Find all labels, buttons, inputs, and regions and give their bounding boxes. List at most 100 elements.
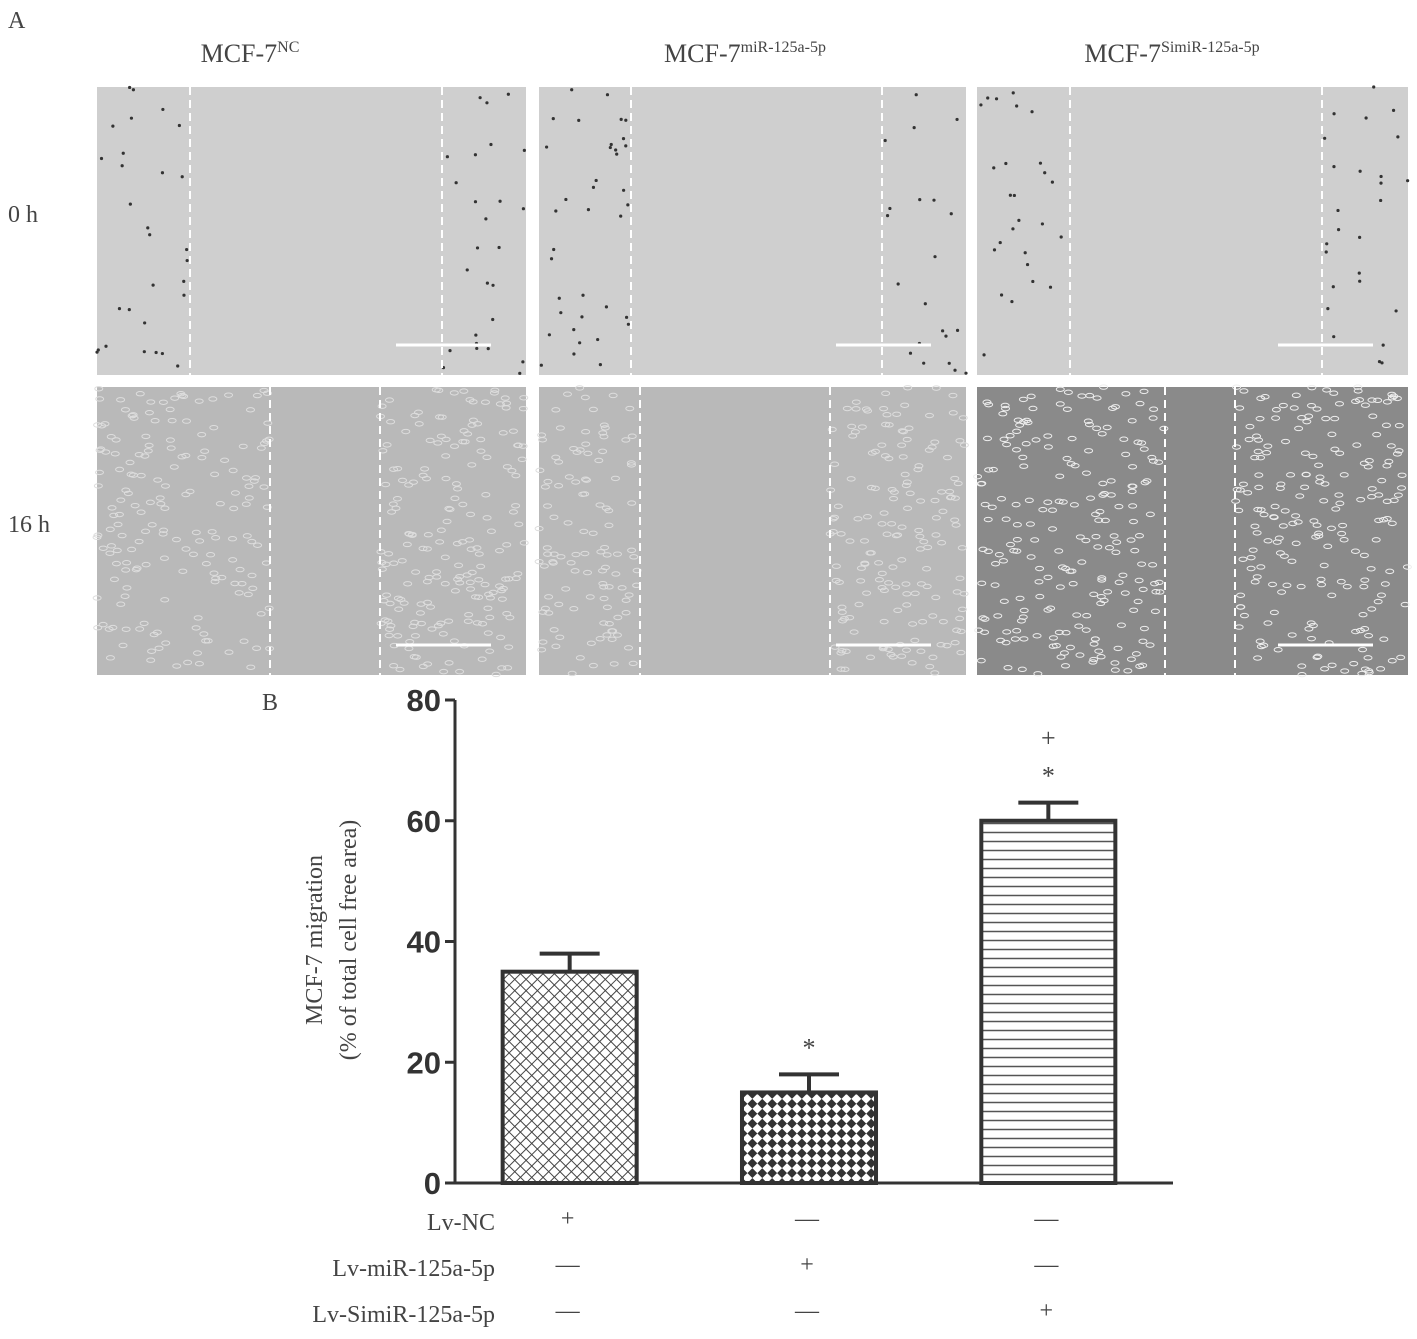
cell bbox=[1278, 523, 1288, 529]
cell bbox=[924, 412, 934, 419]
cell bbox=[259, 387, 269, 394]
cell bbox=[494, 547, 504, 554]
cell bbox=[569, 606, 579, 612]
cell bbox=[1312, 654, 1322, 661]
cell bbox=[1394, 422, 1404, 429]
cell bbox=[973, 473, 983, 480]
cell bbox=[156, 501, 166, 507]
cell bbox=[1352, 442, 1362, 448]
cell bbox=[253, 542, 263, 548]
cell bbox=[1248, 547, 1258, 553]
cell bbox=[1358, 169, 1362, 173]
cell bbox=[1057, 564, 1067, 570]
cell bbox=[1055, 386, 1065, 392]
cell bbox=[224, 649, 234, 655]
cell bbox=[1288, 520, 1298, 527]
cell bbox=[474, 594, 484, 600]
cell bbox=[497, 596, 507, 602]
cell bbox=[982, 399, 992, 405]
cell bbox=[1135, 400, 1145, 407]
cell bbox=[596, 337, 600, 342]
cell bbox=[517, 456, 527, 463]
cell bbox=[1015, 422, 1025, 428]
cell bbox=[1048, 507, 1058, 513]
cell bbox=[1033, 671, 1043, 677]
cell bbox=[136, 509, 146, 515]
cell bbox=[538, 639, 548, 645]
cell bbox=[916, 498, 926, 504]
cell bbox=[877, 442, 887, 448]
treatment-mark: + bbox=[1040, 1298, 1054, 1324]
cell bbox=[1377, 360, 1382, 364]
cell bbox=[543, 551, 553, 557]
cell bbox=[1104, 545, 1114, 551]
cell bbox=[1291, 392, 1301, 399]
cell bbox=[1360, 402, 1370, 408]
cell bbox=[586, 208, 591, 212]
cell bbox=[246, 664, 256, 670]
cell bbox=[1092, 425, 1102, 432]
cell bbox=[1018, 396, 1028, 403]
cell bbox=[549, 514, 559, 520]
cell bbox=[1392, 451, 1402, 457]
cell bbox=[980, 616, 990, 622]
cell bbox=[1256, 454, 1266, 461]
cell bbox=[535, 467, 545, 474]
cell bbox=[1043, 433, 1053, 439]
cell bbox=[436, 433, 446, 440]
cell bbox=[436, 527, 446, 533]
cell bbox=[485, 614, 495, 621]
cell bbox=[1082, 613, 1092, 619]
cell bbox=[1256, 643, 1266, 650]
cell bbox=[1154, 459, 1164, 465]
cell bbox=[217, 574, 227, 581]
cell bbox=[145, 499, 155, 506]
cell bbox=[491, 283, 495, 287]
cell bbox=[1393, 492, 1403, 498]
cell bbox=[1145, 642, 1155, 648]
cell bbox=[997, 496, 1007, 502]
cell bbox=[1366, 566, 1376, 572]
cell bbox=[870, 448, 880, 455]
cell bbox=[1235, 487, 1245, 493]
cell bbox=[564, 197, 568, 202]
cell bbox=[1312, 406, 1322, 412]
cell bbox=[621, 437, 631, 443]
cell bbox=[481, 492, 491, 498]
column-title: MCF-7SimiR-125a-5p bbox=[1084, 39, 1259, 68]
cell bbox=[845, 614, 855, 621]
cell bbox=[600, 425, 610, 431]
cell bbox=[98, 545, 108, 551]
cell bbox=[544, 594, 554, 600]
cell bbox=[1090, 636, 1100, 642]
cell bbox=[397, 477, 407, 484]
cell bbox=[121, 626, 131, 632]
cell bbox=[887, 521, 897, 527]
cell bbox=[185, 247, 189, 252]
cell bbox=[588, 530, 598, 536]
cell bbox=[1314, 533, 1324, 539]
cell bbox=[518, 405, 528, 412]
cell bbox=[830, 644, 840, 650]
cell bbox=[1367, 486, 1377, 492]
cell bbox=[1145, 511, 1155, 518]
cell bbox=[982, 435, 992, 442]
cell bbox=[1315, 479, 1325, 485]
cell bbox=[1336, 208, 1340, 213]
cell bbox=[1017, 218, 1021, 222]
cell bbox=[907, 660, 917, 666]
cell bbox=[121, 567, 131, 573]
cell bbox=[382, 592, 392, 598]
cell bbox=[194, 660, 204, 667]
cell bbox=[101, 449, 111, 455]
cell bbox=[502, 610, 512, 617]
cell bbox=[1374, 517, 1384, 524]
cell bbox=[191, 529, 201, 536]
cell bbox=[1339, 537, 1349, 543]
cell bbox=[879, 405, 889, 412]
cell bbox=[1133, 439, 1143, 445]
cell bbox=[1300, 484, 1310, 490]
cell bbox=[1359, 552, 1369, 559]
cell bbox=[548, 560, 558, 566]
cell bbox=[1246, 554, 1256, 561]
